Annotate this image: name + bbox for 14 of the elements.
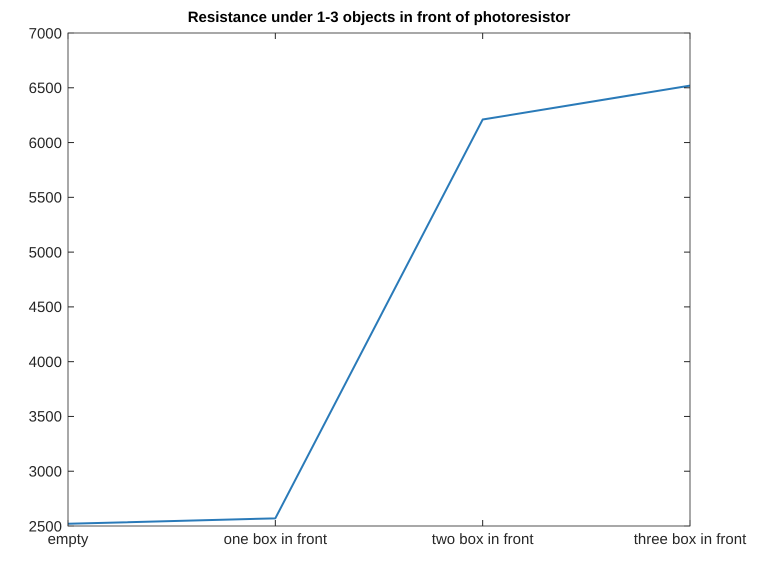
y-tick-label: 5000 <box>28 244 62 262</box>
line-series <box>67 84 691 525</box>
x-tick-label: three box in front <box>634 531 748 548</box>
x-tick-label: one box in front <box>224 531 328 548</box>
y-tick-label: 4000 <box>28 354 62 371</box>
y-tick-label: 3500 <box>28 408 62 426</box>
chart-title: Resistance under 1-3 objects in front of photoresistor <box>188 9 570 26</box>
y-tick-label: 4500 <box>28 299 62 316</box>
y-tick-label: 5500 <box>28 190 62 207</box>
y-tick-label: 6500 <box>28 80 62 98</box>
y-tick-label: 7000 <box>28 25 62 42</box>
y-tick-label: 6000 <box>28 134 62 152</box>
y-tick-label: 3000 <box>28 463 62 480</box>
x-tick-label: two box in front <box>432 531 534 548</box>
